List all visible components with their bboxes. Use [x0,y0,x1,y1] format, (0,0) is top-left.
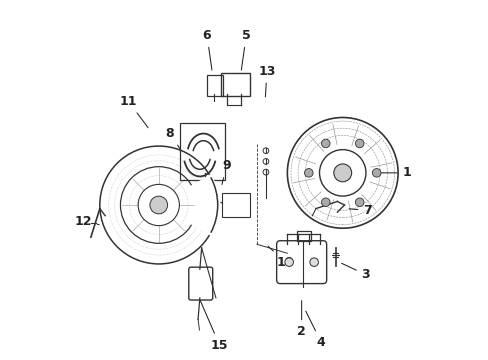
Text: 6: 6 [202,29,211,70]
Text: 14: 14 [198,186,222,203]
Text: 10: 10 [267,246,294,269]
Circle shape [321,198,329,207]
Text: 11: 11 [120,95,148,128]
Text: 2: 2 [297,301,305,338]
Text: 15: 15 [200,301,228,351]
Circle shape [321,139,329,148]
Text: 12: 12 [74,215,99,228]
Circle shape [285,258,293,266]
Bar [180,123,224,180]
Circle shape [355,139,363,148]
Wedge shape [190,175,219,235]
Text: 3: 3 [341,263,369,281]
Text: 1: 1 [381,166,410,179]
Circle shape [372,168,380,177]
Text: 4: 4 [305,311,325,349]
Circle shape [150,196,167,214]
Circle shape [355,198,363,207]
Text: 7: 7 [348,204,371,217]
Circle shape [309,258,318,266]
Text: 5: 5 [241,29,250,70]
Circle shape [333,164,351,182]
Text: 13: 13 [258,64,275,97]
Text: 8: 8 [165,127,180,149]
Circle shape [304,168,312,177]
Text: 9: 9 [222,159,230,184]
